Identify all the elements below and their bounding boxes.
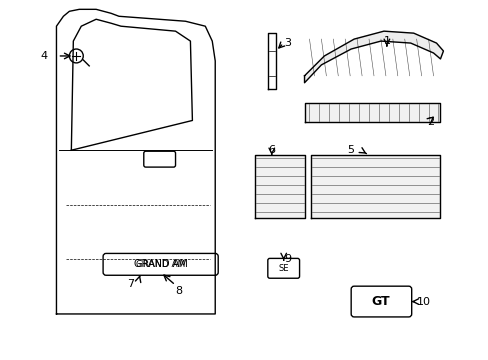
Text: GT: GT — [371, 295, 389, 308]
Text: SE: SE — [278, 264, 288, 273]
Polygon shape — [311, 155, 440, 218]
Text: 7: 7 — [127, 279, 134, 289]
Text: 6: 6 — [268, 145, 275, 155]
Text: 9: 9 — [284, 255, 291, 264]
Text: 4: 4 — [40, 51, 47, 61]
Text: 1: 1 — [383, 36, 389, 46]
Text: 3: 3 — [284, 38, 290, 48]
FancyBboxPatch shape — [267, 258, 299, 278]
Text: 10: 10 — [416, 297, 430, 307]
Text: 5: 5 — [347, 145, 354, 155]
FancyBboxPatch shape — [103, 253, 218, 275]
Text: 2: 2 — [426, 117, 433, 127]
FancyBboxPatch shape — [143, 151, 175, 167]
Text: GRAND AM: GRAND AM — [136, 260, 185, 269]
Polygon shape — [254, 155, 304, 218]
Polygon shape — [304, 31, 443, 83]
Polygon shape — [304, 103, 440, 122]
Text: GRAND AM: GRAND AM — [133, 259, 187, 269]
Text: 8: 8 — [175, 286, 182, 296]
FancyBboxPatch shape — [350, 286, 411, 317]
